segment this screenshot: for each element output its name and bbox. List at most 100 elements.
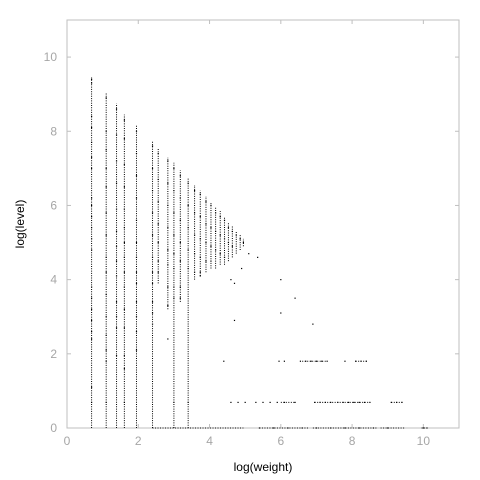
data-point bbox=[90, 386, 93, 388]
data-point bbox=[167, 182, 169, 184]
data-point bbox=[105, 256, 107, 258]
x-tick-label: 6 bbox=[277, 434, 284, 448]
data-point bbox=[135, 301, 138, 303]
data-point bbox=[199, 256, 201, 258]
data-point bbox=[167, 305, 169, 307]
data-point bbox=[231, 245, 233, 247]
data-point bbox=[115, 160, 118, 162]
data-point bbox=[90, 115, 93, 118]
data-point bbox=[219, 253, 221, 255]
data-point bbox=[167, 249, 169, 251]
data-point bbox=[105, 360, 107, 362]
y-tick-label: 8 bbox=[50, 124, 57, 138]
data-point bbox=[280, 312, 282, 314]
data-point bbox=[115, 275, 118, 277]
data-point bbox=[151, 282, 154, 284]
data-point bbox=[219, 215, 221, 218]
data-point bbox=[115, 260, 118, 262]
data-point bbox=[135, 282, 138, 284]
data-point bbox=[90, 215, 93, 218]
data-point bbox=[283, 401, 285, 404]
y-axis-ticks: 0 2 4 6 8 10 bbox=[44, 50, 459, 435]
data-point bbox=[283, 360, 285, 362]
data-point bbox=[115, 245, 118, 247]
data-point bbox=[135, 197, 138, 199]
data-point bbox=[305, 360, 307, 362]
data-point bbox=[135, 241, 138, 244]
data-point bbox=[157, 260, 159, 262]
data-point bbox=[179, 175, 181, 177]
data-point bbox=[210, 260, 212, 262]
data-point bbox=[365, 360, 367, 362]
data-point bbox=[179, 197, 181, 199]
data-point bbox=[105, 271, 107, 273]
data-point bbox=[324, 401, 326, 404]
data-point bbox=[123, 241, 125, 244]
data-point bbox=[115, 301, 118, 303]
data-point bbox=[135, 219, 138, 221]
data-point bbox=[123, 119, 125, 121]
data-point bbox=[151, 212, 154, 214]
data-point bbox=[135, 152, 138, 155]
data-point bbox=[123, 227, 125, 229]
y-axis-title: log(level) bbox=[13, 200, 27, 249]
data-point bbox=[123, 286, 125, 288]
data-point bbox=[344, 427, 346, 429]
data-point bbox=[210, 227, 212, 229]
data-point bbox=[135, 175, 138, 177]
data-point bbox=[239, 238, 241, 240]
data-point bbox=[355, 360, 357, 362]
data-point bbox=[426, 427, 428, 429]
data-point bbox=[151, 256, 154, 258]
data-point bbox=[157, 223, 159, 225]
data-point bbox=[115, 134, 118, 136]
data-point bbox=[233, 282, 236, 284]
data-point bbox=[173, 297, 175, 299]
data-point bbox=[227, 227, 230, 229]
data-point bbox=[105, 167, 107, 169]
data-point bbox=[123, 401, 125, 404]
data-point bbox=[255, 401, 257, 404]
data-point bbox=[179, 297, 181, 299]
data-point bbox=[294, 297, 296, 299]
data-point bbox=[123, 271, 125, 273]
data-point bbox=[123, 308, 125, 310]
data-point bbox=[257, 256, 259, 258]
data-point bbox=[167, 204, 169, 207]
data-point bbox=[173, 190, 175, 192]
x-tick-label: 8 bbox=[349, 434, 356, 448]
data-point bbox=[187, 267, 189, 270]
data-point bbox=[205, 241, 207, 244]
data-point bbox=[135, 130, 138, 132]
data-point bbox=[90, 338, 93, 340]
data-point bbox=[187, 401, 189, 404]
data-point bbox=[223, 238, 226, 240]
data-point bbox=[187, 249, 189, 251]
data-point bbox=[135, 271, 138, 273]
data-point bbox=[193, 234, 196, 236]
y-tick-label: 2 bbox=[50, 347, 57, 361]
data-point bbox=[210, 245, 212, 247]
data-point bbox=[167, 264, 169, 266]
x-tick-label: 2 bbox=[135, 434, 142, 448]
data-point bbox=[278, 360, 280, 362]
data-point bbox=[262, 401, 264, 404]
data-point bbox=[353, 401, 355, 404]
y-tick-label: 6 bbox=[50, 198, 57, 212]
data-point bbox=[105, 349, 107, 351]
data-point bbox=[187, 182, 189, 184]
data-point bbox=[90, 141, 93, 143]
data-point bbox=[248, 253, 250, 255]
data-point bbox=[227, 241, 230, 244]
data-point bbox=[193, 253, 196, 255]
x-axis-title: log(weight) bbox=[234, 460, 293, 474]
data-point bbox=[135, 316, 138, 318]
data-point bbox=[301, 427, 303, 429]
y-tick-label: 0 bbox=[50, 421, 57, 435]
data-point bbox=[319, 401, 321, 404]
data-point bbox=[199, 238, 201, 240]
data-point bbox=[215, 249, 217, 251]
data-point bbox=[151, 234, 154, 236]
data-point bbox=[105, 97, 107, 99]
